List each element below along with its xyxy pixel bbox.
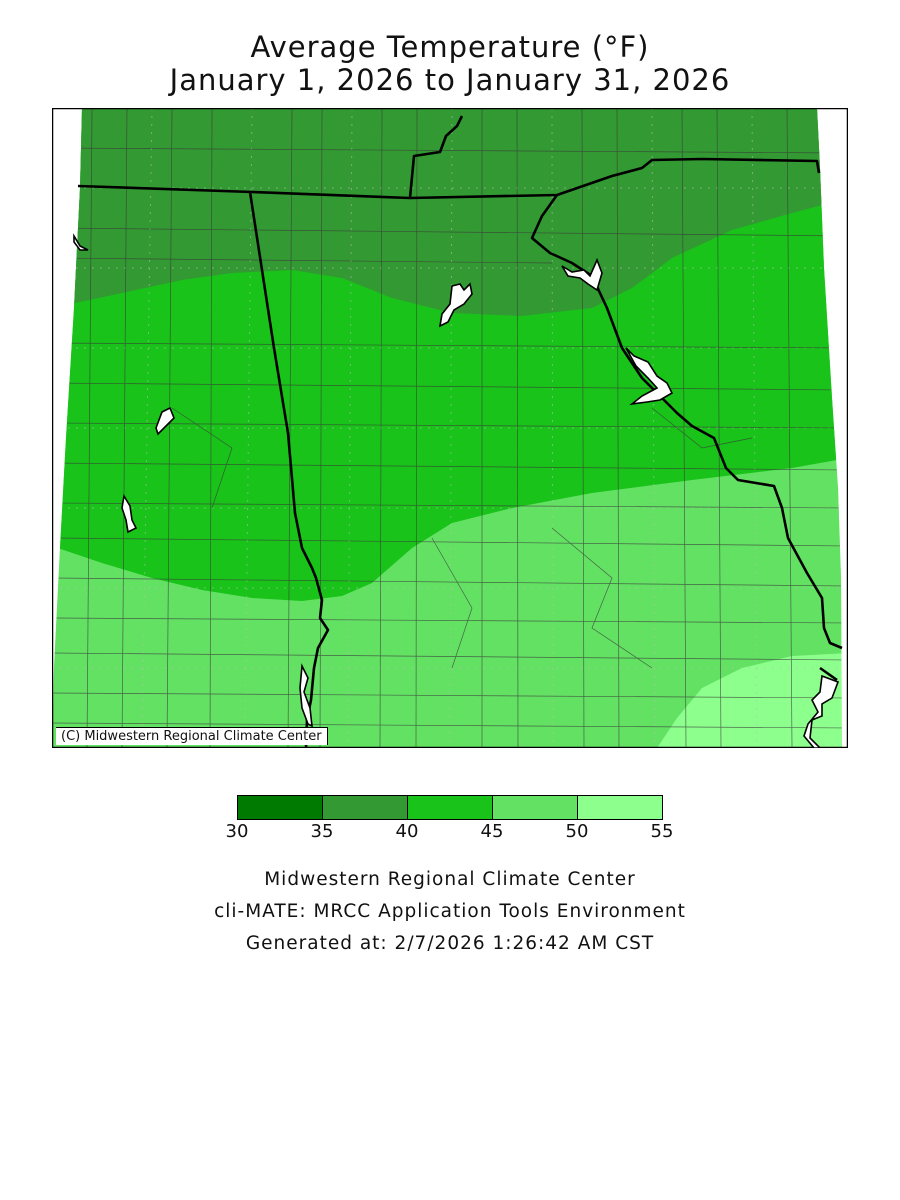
legend-tick-label: 40 [395,821,419,842]
footer-tool: cli-MATE: MRCC Application Tools Environ… [214,901,686,922]
legend-tick-label: 30 [225,821,249,842]
map-title: Average Temperature (°F) [250,30,650,64]
footer-generated-at: Generated at: 2/7/2026 1:26:42 AM CST [245,933,655,954]
river-east-1 [561,257,603,292]
lake-north [438,282,473,328]
state-border-southeast [819,666,838,682]
copyright-credit: (C) Midwestern Regional Climate Center [56,727,328,745]
legend-tick-label: 55 [650,821,674,842]
state-border-north [77,157,821,200]
legend-tick-label: 50 [565,821,589,842]
lake-southwest [121,493,138,534]
legend-swatch-30-35 [237,795,323,820]
legend-tick-label: 35 [310,821,334,842]
map-date-range: January 1, 2026 to January 31, 2026 [169,63,731,97]
lake-south-river [299,663,313,728]
legend-swatch-35-40 [322,795,408,820]
state-border-stub [408,115,464,199]
band-35-40 [52,108,842,316]
coast-southeast [803,674,840,748]
temperature-map [52,108,848,748]
legend-swatch-40-45 [407,795,493,820]
state-border-west [248,191,330,748]
legend-swatch-50-55 [577,795,663,820]
color-legend: 30 35 40 45 50 55 [226,795,673,855]
lake-northwest [73,233,89,251]
legend-tick-label: 45 [480,821,504,842]
lake-west [155,406,175,436]
river-east-2 [625,347,674,406]
legend-swatch-45-50 [492,795,578,820]
state-border-east [530,194,843,650]
footer-organization: Midwestern Regional Climate Center [264,869,636,890]
